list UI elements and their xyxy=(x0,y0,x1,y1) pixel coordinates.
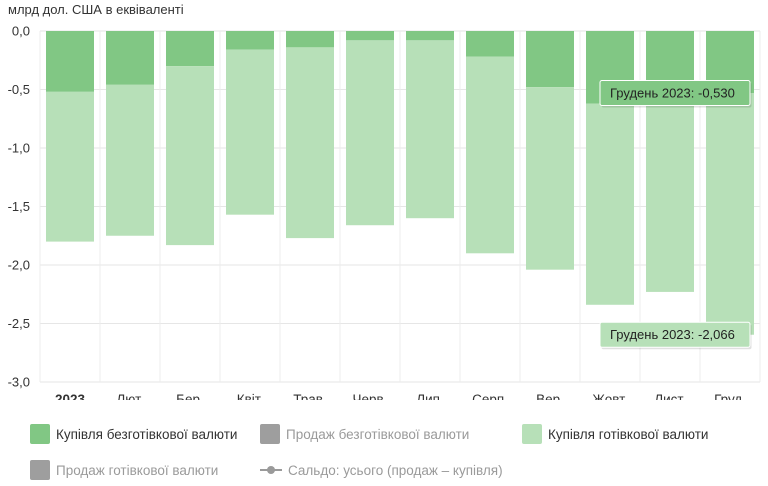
legend-item-non-cash-sale[interactable]: Продаж безготівкової валюти xyxy=(260,424,469,444)
bar-segment xyxy=(466,56,514,254)
bar-segment xyxy=(346,31,394,41)
legend-label: Продаж готівкової валюти xyxy=(56,462,219,478)
x-tick-label: Жовт. xyxy=(592,392,627,400)
legend-item-cash-purchase[interactable]: Купівля готівкової валюти xyxy=(522,424,708,444)
bar-segment xyxy=(406,31,454,41)
legend-swatch xyxy=(30,424,50,444)
bar-segment xyxy=(106,84,154,236)
bar-segment xyxy=(226,49,274,215)
x-tick-label: Лист. xyxy=(654,392,686,400)
tooltip-box xyxy=(599,80,751,107)
legend-label: Продаж безготівкової валюти xyxy=(286,426,470,442)
legend-line-marker-icon xyxy=(260,460,282,480)
y-tick-label: -1,5 xyxy=(8,199,30,214)
legend-label: Купівля безготівкової валюти xyxy=(56,426,238,442)
legend-swatch xyxy=(522,424,542,444)
tooltip-box xyxy=(599,321,751,348)
x-tick-label: Лют. xyxy=(116,392,143,400)
legend-label: Сальдо: усього (продаж – купівля) xyxy=(288,462,503,478)
bar-segment xyxy=(526,31,574,88)
bar-segment xyxy=(286,31,334,48)
tooltip-text: Грудень 2023: -0,530 xyxy=(610,86,735,101)
bar-segment xyxy=(346,40,394,226)
bar-segment xyxy=(46,91,94,242)
legend-swatch xyxy=(30,460,50,480)
bar-segment xyxy=(646,103,694,292)
legend-item-non-cash-purchase[interactable]: Купівля безготівкової валюти xyxy=(30,424,237,444)
legend-item-balance-total[interactable]: Сальдо: усього (продаж – купівля) xyxy=(260,460,503,480)
x-tick-label: Черв. xyxy=(353,392,388,400)
bar-segment xyxy=(526,87,574,270)
x-tick-label: Вер. xyxy=(536,392,564,400)
x-tick-label: Трав. xyxy=(293,392,326,400)
legend-swatch xyxy=(260,424,280,444)
legend-item-cash-sale[interactable]: Продаж готівкової валюти xyxy=(30,460,218,480)
x-tick-label: Квіт. xyxy=(237,392,263,400)
y-tick-label: -2,5 xyxy=(8,316,30,331)
bar-segment xyxy=(466,31,514,57)
bar-segment xyxy=(46,31,94,92)
tooltip-text: Грудень 2023: -2,066 xyxy=(610,327,735,342)
bar-segment xyxy=(106,31,154,85)
legend: Купівля безготівкової валюти Продаж безг… xyxy=(0,418,768,486)
bar-segment xyxy=(706,93,754,335)
x-tick-label: 2023 xyxy=(55,392,86,400)
x-tick-label: Бер. xyxy=(176,392,204,400)
bar-segment xyxy=(286,47,334,239)
y-tick-label: 0,0 xyxy=(12,24,30,39)
legend-label: Купівля готівкової валюти xyxy=(548,426,709,442)
x-tick-label: Груд. xyxy=(714,392,746,400)
y-tick-label: -2,0 xyxy=(8,258,30,273)
bar-segment xyxy=(166,66,214,246)
bar-segment xyxy=(166,31,214,67)
x-tick-label: Серп. xyxy=(472,392,508,400)
bar-segment xyxy=(226,31,274,50)
y-tick-label: -0,5 xyxy=(8,82,30,97)
unit-label: млрд дол. США в еквіваленті xyxy=(8,2,184,17)
stacked-bar-chart: 0,0 -0,5 -1,0 -1,5 -2,0 -2,5 -3,0 2023 Лют. Бер. К… xyxy=(8,24,761,400)
bar-segment xyxy=(406,40,454,219)
bar-segment xyxy=(586,103,634,305)
x-tick-label: Лип. xyxy=(416,392,443,400)
y-tick-label: -3,0 xyxy=(8,375,30,390)
y-tick-label: -1,0 xyxy=(8,141,30,156)
